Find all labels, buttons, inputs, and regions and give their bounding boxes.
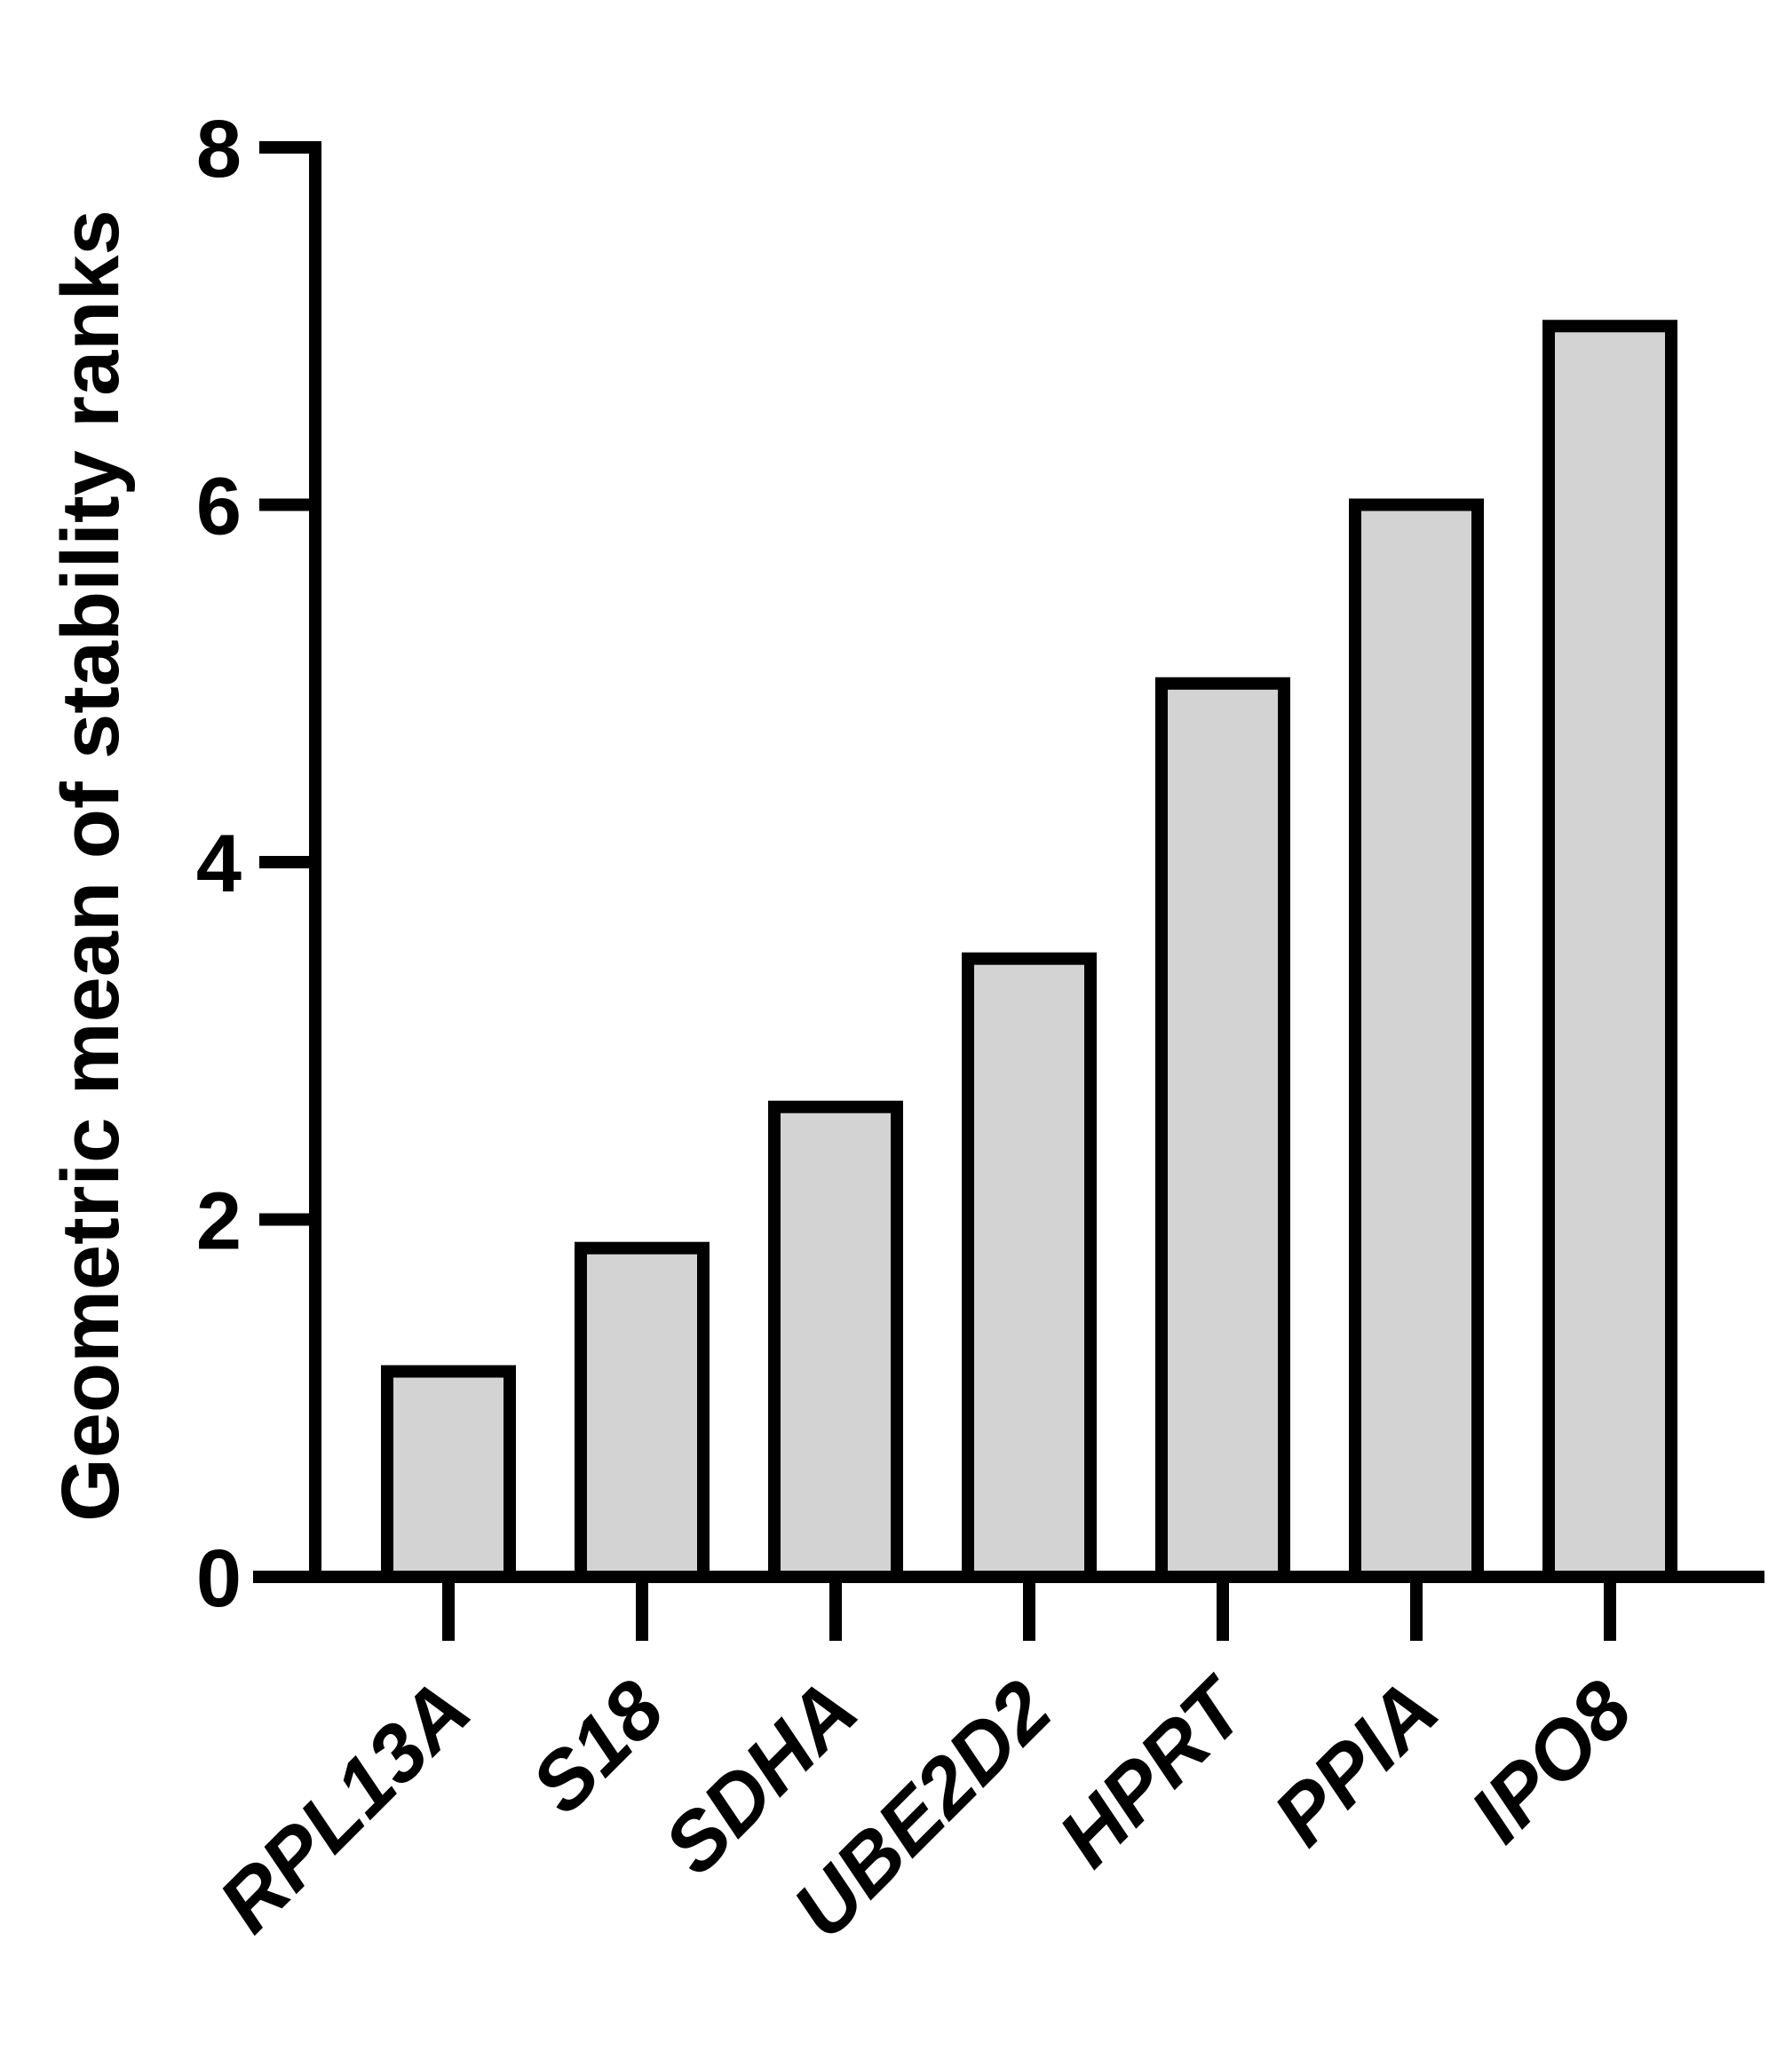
- y-tick-label: 0: [196, 1533, 242, 1624]
- x-tick-label-hprt: HPRT: [1042, 1659, 1266, 1884]
- bar-sdha: [768, 1100, 903, 1583]
- bar-ube2d2: [962, 952, 1097, 1584]
- x-tick-label-ppia: PPIA: [1257, 1664, 1455, 1863]
- x-tick-label-ipo8: IPO8: [1454, 1663, 1650, 1859]
- bar-rpl13a: [381, 1365, 516, 1583]
- bar-s18: [575, 1241, 710, 1583]
- x-tick-label-rpl13a: RPL13A: [202, 1664, 488, 1950]
- y-tick-label: 2: [196, 1176, 242, 1267]
- y-axis-ticks: 0 2 4 6 8: [196, 104, 315, 1624]
- bars-group: [381, 320, 1677, 1584]
- y-tick-label: 6: [196, 462, 242, 552]
- y-tick-label: 8: [196, 104, 242, 194]
- y-axis-title: Geometric mean of stability ranks: [45, 210, 136, 1522]
- bar-ipo8: [1542, 320, 1677, 1583]
- y-tick-label: 4: [196, 819, 242, 909]
- bar-ppia: [1349, 498, 1484, 1583]
- x-tick-label-s18: S18: [514, 1663, 681, 1830]
- bar-hprt: [1155, 677, 1290, 1583]
